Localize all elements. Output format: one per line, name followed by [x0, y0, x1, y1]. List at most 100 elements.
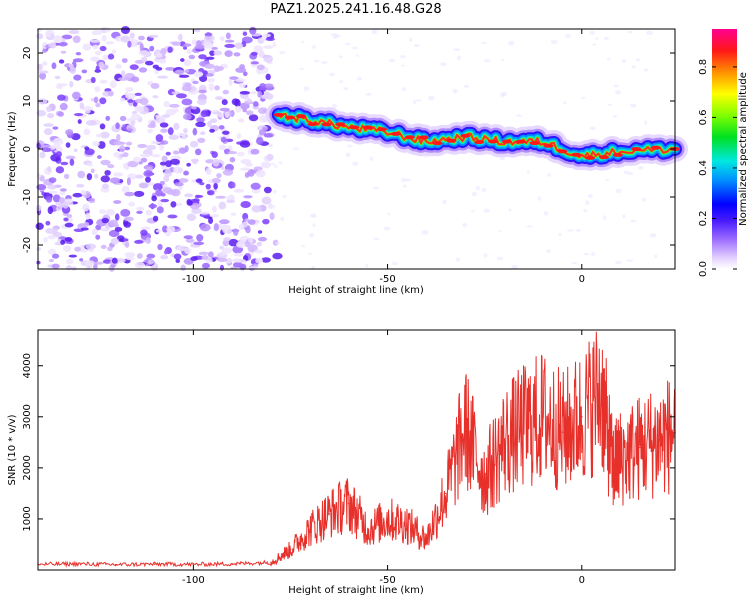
noise-blob — [133, 156, 141, 163]
noise-blob — [301, 40, 305, 44]
noise-blob — [54, 75, 61, 80]
noise-blob — [85, 108, 91, 114]
noise-blob — [222, 89, 230, 95]
snr-point — [153, 563, 156, 565]
noise-blob — [42, 61, 48, 66]
snr-point — [328, 513, 331, 515]
noise-blob — [257, 90, 263, 98]
noise-blob — [193, 71, 204, 78]
noise-blob — [442, 199, 447, 205]
noise-blob — [256, 241, 263, 247]
noise-blob — [92, 57, 99, 61]
noise-blob — [372, 186, 379, 190]
noise-blob — [131, 110, 137, 115]
noise-blob — [637, 165, 644, 170]
noise-blob — [62, 245, 72, 252]
noise-blob — [170, 201, 177, 208]
noise-blob — [181, 98, 193, 106]
noise-blob — [65, 155, 76, 160]
noise-blob — [198, 54, 207, 60]
noise-blob — [179, 74, 190, 78]
noise-blob — [243, 195, 253, 199]
noise-blob — [72, 91, 81, 100]
noise-blob — [146, 144, 157, 151]
noise-blob — [93, 96, 99, 104]
noise-blob — [575, 229, 581, 232]
noise-blob — [109, 80, 117, 89]
noise-blob — [195, 40, 202, 47]
noise-blob — [257, 230, 263, 234]
noise-blob — [35, 222, 44, 230]
noise-blob — [146, 253, 156, 259]
noise-blob — [197, 137, 206, 144]
ridge-peak — [349, 125, 360, 130]
snr-point — [386, 518, 389, 520]
noise-blob — [156, 206, 164, 214]
noise-blob — [152, 215, 159, 222]
snr-point — [600, 390, 603, 393]
noise-blob — [135, 174, 144, 179]
noise-blob — [644, 120, 648, 125]
ridge-peak — [585, 155, 596, 160]
noise-blob — [626, 259, 634, 262]
noise-blob — [184, 69, 190, 73]
noise-blob — [119, 115, 127, 122]
noise-blob — [236, 241, 246, 248]
noise-blob — [232, 228, 239, 236]
noise-blob — [41, 147, 52, 153]
snr-point — [522, 426, 525, 428]
noise-blob — [52, 126, 59, 130]
snr-point — [542, 416, 544, 418]
noise-blob — [183, 128, 188, 134]
noise-blob — [221, 99, 228, 106]
noise-blob — [173, 166, 183, 174]
noise-blob — [69, 66, 77, 74]
noise-blob — [86, 173, 93, 181]
noise-blob — [68, 254, 77, 258]
noise-blob — [72, 192, 83, 198]
noise-blob — [401, 87, 406, 92]
noise-blob — [108, 229, 120, 238]
noise-blob — [182, 46, 188, 50]
noise-blob — [105, 115, 111, 121]
noise-blob — [219, 245, 224, 250]
noise-blob — [233, 52, 241, 57]
noise-blob — [470, 210, 475, 213]
noise-blob — [257, 107, 268, 115]
ridge-peak — [488, 139, 498, 144]
noise-blob — [198, 89, 207, 94]
noise-blob — [228, 78, 233, 86]
noise-blob — [204, 63, 215, 69]
noise-blob — [181, 85, 192, 92]
ridge-peak — [474, 140, 485, 145]
noise-blob — [223, 237, 231, 242]
noise-blob — [113, 200, 122, 204]
noise-blob — [256, 64, 265, 71]
noise-blob — [498, 229, 502, 233]
snr-point — [270, 561, 272, 564]
noise-blob — [129, 64, 139, 70]
noise-blob — [274, 164, 278, 168]
noise-blob — [253, 101, 259, 107]
noise-blob — [343, 87, 349, 91]
noise-blob — [235, 105, 242, 113]
noise-blob — [186, 200, 193, 206]
noise-blob — [158, 140, 169, 145]
noise-blob — [68, 63, 74, 69]
noise-blob — [235, 78, 246, 83]
noise-blob — [53, 228, 58, 235]
noise-blob — [183, 170, 189, 176]
snr-point — [503, 441, 505, 444]
noise-blob — [59, 191, 66, 196]
snr-x-label: Height of straight line (km) — [288, 585, 424, 596]
snr-point — [114, 563, 117, 566]
noise-blob — [236, 151, 245, 157]
snr-point — [580, 416, 583, 418]
ridge-peak — [529, 141, 540, 146]
spectrogram-noise — [35, 26, 660, 272]
noise-blob — [233, 252, 244, 257]
noise-blob — [344, 42, 351, 46]
noise-blob — [356, 77, 363, 81]
noise-blob — [452, 88, 458, 94]
noise-blob — [244, 172, 250, 178]
